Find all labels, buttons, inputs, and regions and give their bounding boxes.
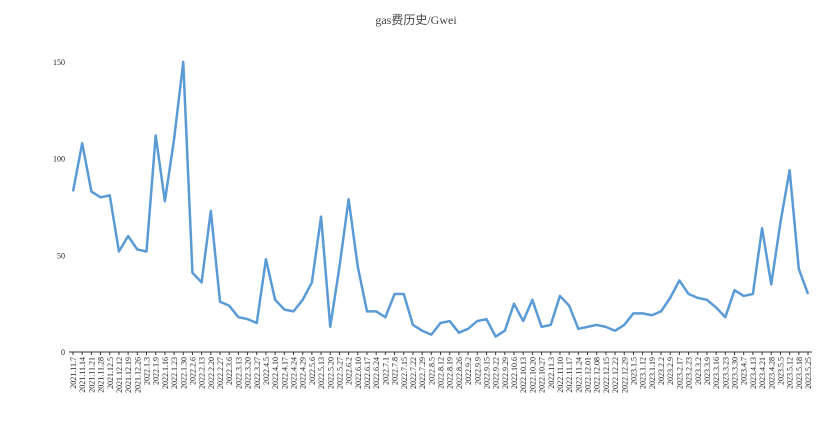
- x-tick-label: 2022.2.20: [207, 357, 216, 389]
- x-tick-label: 2023.2.9: [666, 357, 675, 385]
- x-tick-label: 2022.12.29: [620, 357, 629, 393]
- x-tick-label: 2023.3.23: [721, 357, 730, 389]
- x-tick-label: 2023.1.5: [629, 357, 638, 385]
- x-tick-label: 2023.5.5: [776, 357, 785, 385]
- x-tick-label: 2022.12.08: [593, 357, 602, 393]
- x-tick-label: 2022.10.13: [519, 357, 528, 393]
- x-tick-label: 2022.3.20: [244, 357, 253, 389]
- x-tick-label: 2022.4.29: [299, 357, 308, 389]
- x-tick-label: 2022.1.9: [152, 357, 161, 385]
- x-tick-label: 2022.10.6: [510, 357, 519, 389]
- x-tick-label: 2021.12.19: [124, 357, 133, 393]
- x-tick-label: 2022.11.10: [556, 357, 565, 393]
- x-tick-label: 2022.1.30: [179, 357, 188, 389]
- x-tick-label: 2023.4.7: [740, 357, 749, 385]
- x-tick-label: 2022.2.6: [188, 357, 197, 385]
- x-tick-label: 2021.12.5: [106, 357, 115, 389]
- x-tick-label: 2023.2.17: [675, 357, 684, 389]
- y-tick-label: 150: [53, 58, 65, 67]
- x-tick-label: 2022.12.01: [584, 357, 593, 393]
- x-tick-label: 2022.8.12: [437, 357, 446, 389]
- x-tick-label: 2022.7.15: [400, 357, 409, 389]
- x-tick-label: 2023.5.12: [786, 357, 795, 389]
- x-tick-label: 2023.3.30: [731, 357, 740, 389]
- x-tick-label: 2022.5.27: [335, 357, 344, 389]
- x-tick-label: 2021.12.12: [115, 357, 124, 393]
- x-tick-label: 2022.5.20: [326, 357, 335, 389]
- y-tick-label: 100: [53, 155, 65, 164]
- x-tick-label: 2021.11.14: [78, 357, 87, 393]
- x-tick-label: 2022.9.29: [501, 357, 510, 389]
- x-tick-label: 2022.1.16: [161, 357, 170, 389]
- x-tick-label: 2022.9.9: [473, 357, 482, 385]
- x-tick-label: 2022.12.15: [602, 357, 611, 393]
- x-tick-label: 2022.2.13: [198, 357, 207, 389]
- x-tick-label: 2022.8.26: [455, 357, 464, 389]
- x-tick-label: 2022.4.17: [280, 357, 289, 389]
- x-tick-label: 2023.3.2: [694, 357, 703, 385]
- x-tick-label: 2022.4.5: [262, 357, 271, 385]
- x-tick-label: 2022.9.2: [464, 357, 473, 385]
- x-tick-label: 2022.4.24: [290, 357, 299, 389]
- x-tick-label: 2021.11.7: [69, 357, 78, 389]
- x-tick-label: 2022.7.22: [409, 357, 418, 389]
- x-tick-label: 2022.2.27: [216, 357, 225, 389]
- x-tick-label: 2022.10.27: [538, 357, 547, 393]
- x-tick-label: 2023.5.18: [795, 357, 804, 389]
- x-tick-label: 2022.9.22: [492, 357, 501, 389]
- x-tick-label: 2023.2.23: [685, 357, 694, 389]
- x-tick-label: 2022.8.19: [446, 357, 455, 389]
- x-tick-label: 2021.12.26: [133, 357, 142, 393]
- x-tick-label: 2023.1.19: [648, 357, 657, 389]
- x-tick-label: 2023.2.2: [657, 357, 666, 385]
- x-tick-label: 2022.11.24: [574, 357, 583, 393]
- x-tick-label: 2022.11.17: [565, 357, 574, 393]
- x-tick-label: 2023.5.25: [804, 357, 813, 389]
- x-tick-label: 2023.4.13: [749, 357, 758, 389]
- x-tick-label: 2022.3.27: [253, 357, 262, 389]
- x-tick-label: 2023.4.28: [767, 357, 776, 389]
- x-tick-label: 2022.8.5: [427, 357, 436, 385]
- x-tick-label: 2022.1.3: [143, 357, 152, 385]
- chart-title: gas费历史/Gwei: [375, 13, 457, 27]
- x-tick-label: 2022.11.3: [547, 357, 556, 389]
- x-tick-label: 2021.11.21: [87, 357, 96, 393]
- x-tick-label: 2022.6.17: [363, 357, 372, 389]
- x-tick-label: 2023.1.12: [639, 357, 648, 389]
- x-tick-label: 2022.4.10: [271, 357, 280, 389]
- x-tick-label: 2022.12.22: [611, 357, 620, 393]
- x-tick-label: 2022.3.13: [234, 357, 243, 389]
- x-tick-label: 2022.9.15: [482, 357, 491, 389]
- x-tick-label: 2022.5.13: [317, 357, 326, 389]
- x-tick-label: 2021.11.28: [97, 357, 106, 393]
- x-tick-label: 2022.10.20: [528, 357, 537, 393]
- y-tick-label: 0: [61, 348, 65, 357]
- x-tick-label: 2022.6.10: [354, 357, 363, 389]
- line: [71, 60, 810, 338]
- x-tick-label: 2023.4.21: [758, 357, 767, 389]
- x-tick-label: 2022.7.29: [418, 357, 427, 389]
- x-tick-label: 2022.7.8: [391, 357, 400, 385]
- x-tick-label: 2022.1.23: [170, 357, 179, 389]
- x-tick-label: 2023.3.16: [712, 357, 721, 389]
- y-tick-label: 50: [57, 251, 65, 260]
- x-tick-label: 2022.6.2: [345, 357, 354, 385]
- x-tick-label: 2022.7.1: [381, 357, 390, 385]
- x-tick-label: 2022.6.24: [372, 357, 381, 389]
- x-tick-label: 2022.3.6: [225, 357, 234, 385]
- x-tick-label: 2022.5.6: [308, 357, 317, 385]
- x-tick-label: 2023.3.9: [703, 357, 712, 385]
